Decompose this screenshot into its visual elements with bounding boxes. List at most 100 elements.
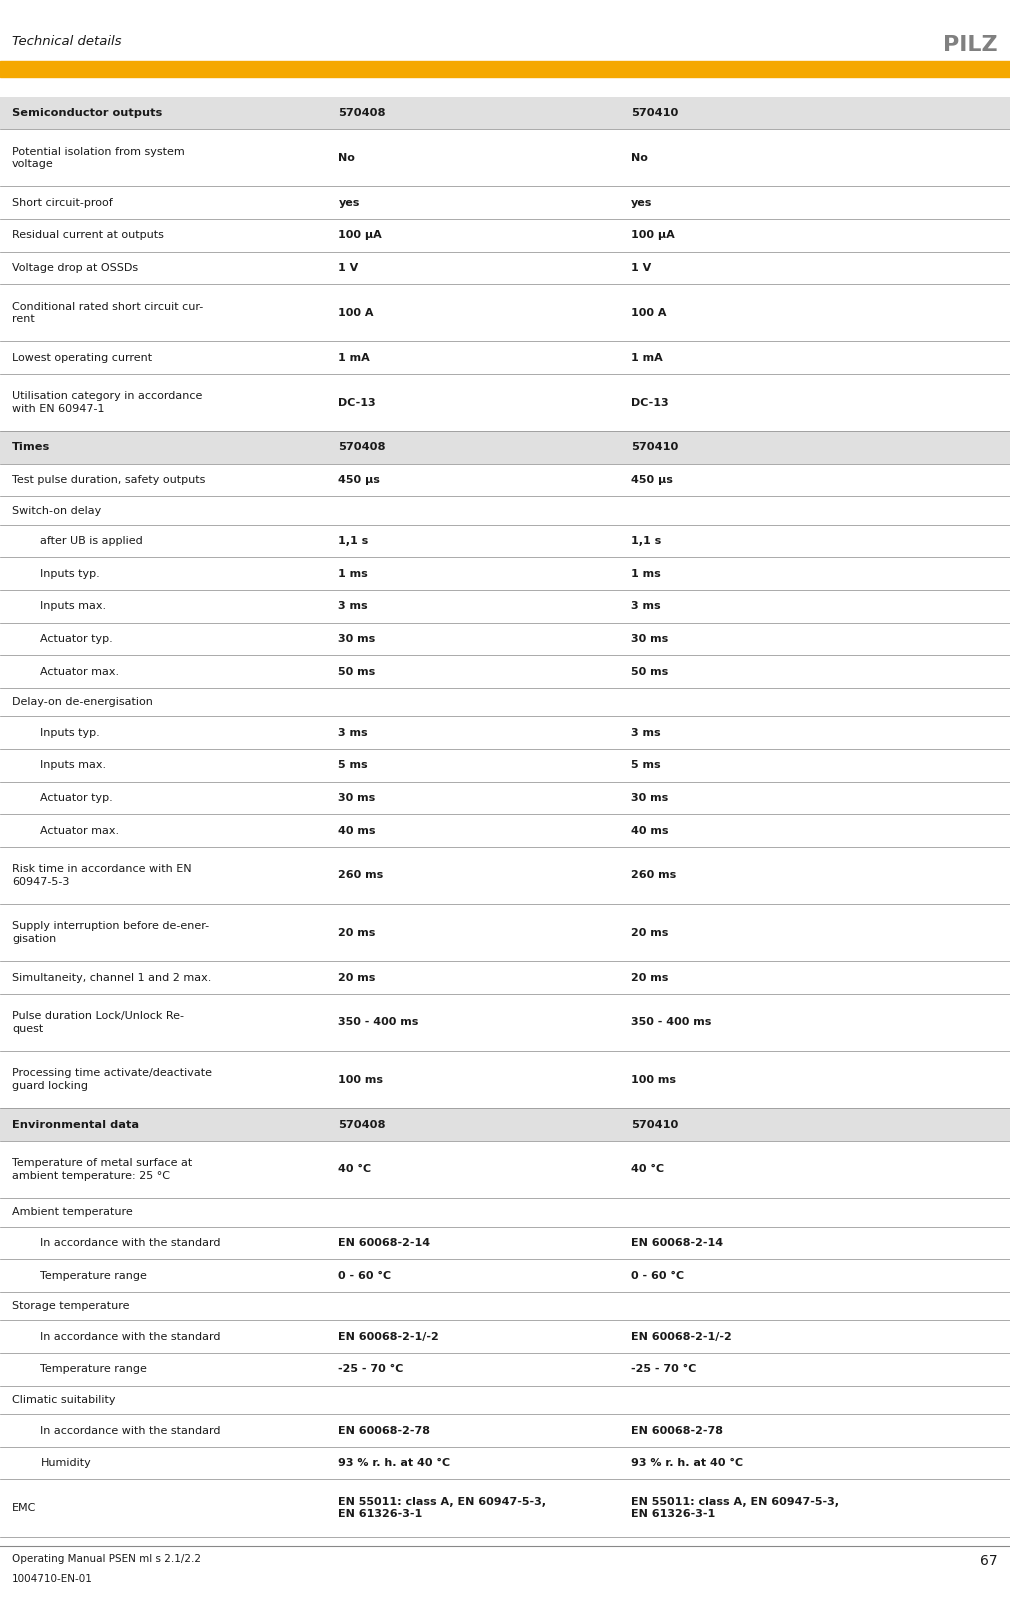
Text: DC-13: DC-13 xyxy=(338,397,376,407)
Text: Inputs typ.: Inputs typ. xyxy=(40,570,100,579)
Text: Conditional rated short circuit cur-
rent: Conditional rated short circuit cur- ren… xyxy=(12,301,203,323)
Text: In accordance with the standard: In accordance with the standard xyxy=(40,1426,221,1435)
Text: Switch-on delay: Switch-on delay xyxy=(12,505,101,515)
Text: 1 ms: 1 ms xyxy=(338,570,368,579)
Text: EN 60068-2-1/-2: EN 60068-2-1/-2 xyxy=(631,1332,732,1342)
Text: Lowest operating current: Lowest operating current xyxy=(12,352,153,362)
Text: Potential isolation from system
voltage: Potential isolation from system voltage xyxy=(12,146,185,169)
Text: 50 ms: 50 ms xyxy=(338,666,376,677)
Text: PILZ: PILZ xyxy=(943,35,998,55)
Text: 1 ms: 1 ms xyxy=(631,570,661,579)
Bar xyxy=(0,97,1010,129)
Text: Temperature of metal surface at
ambient temperature: 25 °C: Temperature of metal surface at ambient … xyxy=(12,1158,192,1181)
Text: Semiconductor outputs: Semiconductor outputs xyxy=(12,108,163,117)
Text: 20 ms: 20 ms xyxy=(338,972,376,983)
Text: 30 ms: 30 ms xyxy=(338,634,376,644)
Text: Climatic suitability: Climatic suitability xyxy=(12,1395,115,1405)
Text: DC-13: DC-13 xyxy=(631,397,669,407)
Text: 1,1 s: 1,1 s xyxy=(631,536,662,545)
Text: Inputs typ.: Inputs typ. xyxy=(40,727,100,739)
Text: 30 ms: 30 ms xyxy=(338,793,376,803)
Text: EN 60068-2-78: EN 60068-2-78 xyxy=(338,1426,430,1435)
Text: EN 60068-2-14: EN 60068-2-14 xyxy=(631,1237,723,1249)
Text: 100 ms: 100 ms xyxy=(338,1075,384,1084)
Text: Residual current at outputs: Residual current at outputs xyxy=(12,230,164,240)
Text: 1 V: 1 V xyxy=(338,262,359,274)
Text: 260 ms: 260 ms xyxy=(338,870,384,880)
Text: EN 60068-2-1/-2: EN 60068-2-1/-2 xyxy=(338,1332,439,1342)
Text: Humidity: Humidity xyxy=(40,1458,91,1467)
Text: 50 ms: 50 ms xyxy=(631,666,669,677)
Text: Voltage drop at OSSDs: Voltage drop at OSSDs xyxy=(12,262,138,274)
Text: 3 ms: 3 ms xyxy=(631,727,661,739)
Text: Inputs max.: Inputs max. xyxy=(40,602,106,611)
Text: 1 mA: 1 mA xyxy=(338,352,370,362)
Text: Processing time activate/deactivate
guard locking: Processing time activate/deactivate guar… xyxy=(12,1068,212,1091)
Text: Ambient temperature: Ambient temperature xyxy=(12,1207,133,1218)
Text: Simultaneity, channel 1 and 2 max.: Simultaneity, channel 1 and 2 max. xyxy=(12,972,211,983)
Text: 100 µA: 100 µA xyxy=(631,230,675,240)
Text: 100 ms: 100 ms xyxy=(631,1075,677,1084)
Text: 100 A: 100 A xyxy=(631,307,667,317)
Text: 5 ms: 5 ms xyxy=(338,761,368,771)
Text: EN 55011: class A, EN 60947-5-3,
EN 61326-3-1: EN 55011: class A, EN 60947-5-3, EN 6132… xyxy=(338,1496,546,1519)
Text: 3 ms: 3 ms xyxy=(631,602,661,611)
Text: EN 60068-2-78: EN 60068-2-78 xyxy=(631,1426,723,1435)
Text: 20 ms: 20 ms xyxy=(631,972,669,983)
Text: 450 µs: 450 µs xyxy=(631,475,673,484)
Text: 30 ms: 30 ms xyxy=(631,793,669,803)
Text: Short circuit-proof: Short circuit-proof xyxy=(12,198,113,208)
Text: Environmental data: Environmental data xyxy=(12,1120,139,1130)
Text: 1,1 s: 1,1 s xyxy=(338,536,369,545)
Text: 570408: 570408 xyxy=(338,1120,386,1130)
Text: In accordance with the standard: In accordance with the standard xyxy=(40,1332,221,1342)
Text: Actuator max.: Actuator max. xyxy=(40,825,119,835)
Text: 1004710-EN-01: 1004710-EN-01 xyxy=(12,1574,93,1583)
Text: No: No xyxy=(338,153,356,163)
Text: 20 ms: 20 ms xyxy=(631,928,669,938)
Text: 350 - 400 ms: 350 - 400 ms xyxy=(338,1017,419,1028)
Text: 450 µs: 450 µs xyxy=(338,475,380,484)
Text: EMC: EMC xyxy=(12,1503,36,1512)
Bar xyxy=(0,61,1010,77)
Text: Storage temperature: Storage temperature xyxy=(12,1302,129,1311)
Text: Technical details: Technical details xyxy=(12,35,121,48)
Text: Risk time in accordance with EN
60947-5-3: Risk time in accordance with EN 60947-5-… xyxy=(12,864,192,887)
Text: Times: Times xyxy=(12,442,50,452)
Text: 40 ms: 40 ms xyxy=(338,825,376,835)
Text: EN 55011: class A, EN 60947-5-3,
EN 61326-3-1: EN 55011: class A, EN 60947-5-3, EN 6132… xyxy=(631,1496,839,1519)
Text: Delay-on de-energisation: Delay-on de-energisation xyxy=(12,697,153,708)
Text: Actuator max.: Actuator max. xyxy=(40,666,119,677)
Text: 0 - 60 °C: 0 - 60 °C xyxy=(631,1271,685,1281)
Text: In accordance with the standard: In accordance with the standard xyxy=(40,1237,221,1249)
Text: 570410: 570410 xyxy=(631,1120,679,1130)
Text: 3 ms: 3 ms xyxy=(338,727,368,739)
Text: 260 ms: 260 ms xyxy=(631,870,677,880)
Text: 93 % r. h. at 40 °C: 93 % r. h. at 40 °C xyxy=(338,1458,450,1467)
Text: No: No xyxy=(631,153,648,163)
Text: 40 °C: 40 °C xyxy=(338,1165,372,1175)
Text: Inputs max.: Inputs max. xyxy=(40,761,106,771)
Text: yes: yes xyxy=(631,198,652,208)
Text: 30 ms: 30 ms xyxy=(631,634,669,644)
Text: Test pulse duration, safety outputs: Test pulse duration, safety outputs xyxy=(12,475,205,484)
Text: 20 ms: 20 ms xyxy=(338,928,376,938)
Text: 100 A: 100 A xyxy=(338,307,374,317)
Text: 570408: 570408 xyxy=(338,108,386,117)
Text: Pulse duration Lock/Unlock Re-
quest: Pulse duration Lock/Unlock Re- quest xyxy=(12,1010,184,1033)
Text: 1 V: 1 V xyxy=(631,262,651,274)
Text: 570410: 570410 xyxy=(631,442,679,452)
Text: Supply interruption before de-ener-
gisation: Supply interruption before de-ener- gisa… xyxy=(12,922,209,944)
Text: 350 - 400 ms: 350 - 400 ms xyxy=(631,1017,712,1028)
Text: 570410: 570410 xyxy=(631,108,679,117)
Text: Actuator typ.: Actuator typ. xyxy=(40,634,113,644)
Text: yes: yes xyxy=(338,198,360,208)
Text: EN 60068-2-14: EN 60068-2-14 xyxy=(338,1237,430,1249)
Text: 3 ms: 3 ms xyxy=(338,602,368,611)
Text: Operating Manual PSEN ml s 2.1/2.2: Operating Manual PSEN ml s 2.1/2.2 xyxy=(12,1554,201,1564)
Text: -25 - 70 °C: -25 - 70 °C xyxy=(338,1364,404,1374)
Text: 1 mA: 1 mA xyxy=(631,352,663,362)
Text: Temperature range: Temperature range xyxy=(40,1364,147,1374)
Text: after UB is applied: after UB is applied xyxy=(40,536,143,545)
Text: Actuator typ.: Actuator typ. xyxy=(40,793,113,803)
